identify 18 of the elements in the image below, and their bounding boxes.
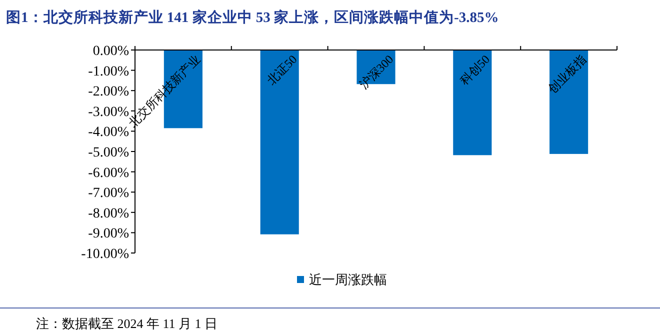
y-tick-label: -9.00% [88,226,130,242]
y-tick-label: -8.00% [88,206,130,222]
text: 注：数据截至 2024 年 11 月 1 日 [36,316,218,331]
chart-title: 图1：北交所科技新产业 141 家企业中 53 家上涨，区间涨跌幅中值为-3.85% [6,8,499,26]
y-tick-label: 0.00% [92,44,130,59]
legend-label: 近一周涨跌幅 [309,272,387,287]
y-tick-label: -4.00% [88,125,130,140]
x-tick-label: 沪深300 [356,52,396,92]
y-tick-label: -5.00% [88,146,130,160]
y-tick-label: -1.00% [88,64,130,80]
y-tick-label: -3.00% [88,104,130,120]
y-tick-label: -2.00% [88,84,130,100]
y-tick-label: -10.00% [81,247,130,262]
x-tick-label: 创业板指 [545,52,589,96]
y-tick-label: -7.00% [88,186,130,202]
y-tick-label: -6.00% [88,166,130,181]
x-tick-label: 北证50 [264,52,300,88]
x-tick-label: 科创50 [457,52,493,88]
